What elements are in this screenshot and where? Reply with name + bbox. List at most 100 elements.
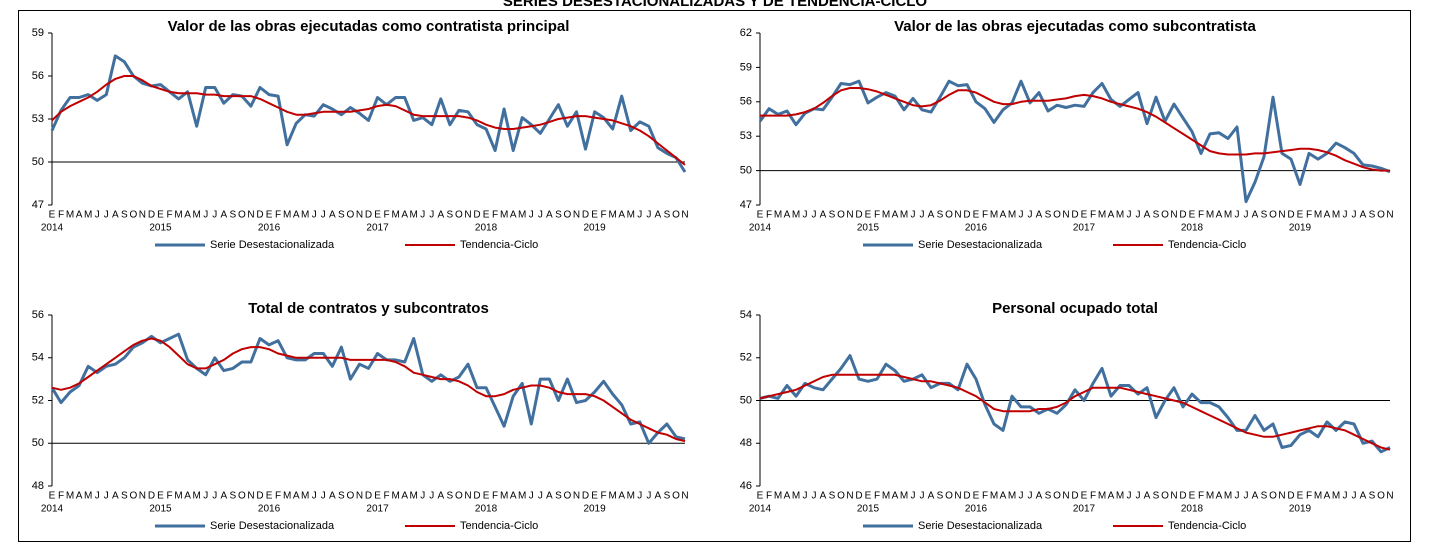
x-tick-label: A <box>1000 491 1007 502</box>
x-tick-label: J <box>104 491 109 502</box>
x-tick-label: O <box>129 210 137 221</box>
x-tick-label: F <box>766 210 772 221</box>
year-label: 2017 <box>1073 504 1096 515</box>
year-label: 2018 <box>475 504 498 515</box>
x-tick-label: D <box>365 491 372 502</box>
x-tick-label: A <box>1000 210 1007 221</box>
x-tick-label: J <box>1352 491 1357 502</box>
x-tick-label: S <box>1261 210 1268 221</box>
x-tick-label: A <box>892 491 899 502</box>
y-tick-label: 56 <box>32 309 44 321</box>
y-tick-label: 47 <box>32 199 44 211</box>
x-tick-label: A <box>784 491 791 502</box>
x-tick-label: J <box>1343 210 1348 221</box>
x-tick-label: J <box>321 210 326 221</box>
x-tick-label: D <box>582 210 589 221</box>
x-tick-label: J <box>637 491 642 502</box>
x-tick-label: O <box>1053 210 1061 221</box>
chart-title: Valor de las obras ejecutadas como contr… <box>168 18 570 35</box>
y-tick-label: 59 <box>740 61 752 73</box>
x-tick-label: A <box>546 210 553 221</box>
x-tick-label: M <box>1332 491 1340 502</box>
x-tick-label: A <box>546 491 553 502</box>
x-tick-label: E <box>757 491 764 502</box>
year-label: 2014 <box>41 223 64 234</box>
x-tick-label: J <box>1019 210 1024 221</box>
x-tick-label: M <box>500 210 508 221</box>
x-tick-label: A <box>1252 210 1259 221</box>
x-tick-label: O <box>672 210 680 221</box>
x-tick-label: N <box>573 491 580 502</box>
x-tick-label: A <box>510 210 517 221</box>
x-tick-label: M <box>410 210 418 221</box>
legend-label: Tendencia-Ciclo <box>1168 520 1246 532</box>
x-tick-label: N <box>247 210 254 221</box>
x-tick-label: N <box>1170 491 1177 502</box>
x-tick-label: S <box>447 491 454 502</box>
year-label: 2016 <box>965 223 988 234</box>
x-tick-label: F <box>275 210 281 221</box>
frame <box>18 10 1411 542</box>
x-tick-label: N <box>356 491 363 502</box>
x-tick-label: E <box>865 491 872 502</box>
series-line <box>51 75 686 166</box>
y-tick-label: 48 <box>32 480 44 492</box>
x-tick-label: N <box>1278 491 1285 502</box>
x-tick-label: A <box>401 210 408 221</box>
x-tick-label: J <box>312 210 317 221</box>
year-label: 2019 <box>583 504 606 515</box>
y-tick-label: 53 <box>740 130 752 142</box>
x-tick-label: J <box>911 491 916 502</box>
x-tick-label: J <box>203 491 208 502</box>
x-tick-label: A <box>820 210 827 221</box>
year-label: 2016 <box>258 223 281 234</box>
x-tick-label: J <box>911 210 916 221</box>
legend-label: Serie Desestacionalizada <box>210 239 335 251</box>
x-tick-label: J <box>420 491 425 502</box>
series-line <box>760 87 1390 172</box>
x-tick-label: E <box>865 210 872 221</box>
x-tick-label: N <box>1386 210 1393 221</box>
legend-label: Tendencia-Ciclo <box>460 520 538 532</box>
x-tick-label: O <box>672 491 680 502</box>
x-tick-label: E <box>1081 210 1088 221</box>
x-tick-label: A <box>1324 491 1331 502</box>
x-tick-label: M <box>900 491 908 502</box>
x-tick-label: O <box>837 491 845 502</box>
x-tick-label: O <box>347 491 355 502</box>
x-tick-label: M <box>1206 210 1214 221</box>
x-tick-label: S <box>338 210 345 221</box>
y-tick-label: 50 <box>32 437 44 449</box>
x-tick-label: M <box>193 491 201 502</box>
x-tick-label: M <box>1314 210 1322 221</box>
x-tick-label: O <box>1377 491 1385 502</box>
x-tick-label: J <box>1019 491 1024 502</box>
x-tick-label: M <box>1116 210 1124 221</box>
year-label: 2017 <box>366 223 389 234</box>
x-tick-label: O <box>945 210 953 221</box>
x-tick-label: M <box>1314 491 1322 502</box>
x-tick-label: J <box>529 210 534 221</box>
x-tick-label: E <box>157 210 164 221</box>
x-tick-label: O <box>564 210 572 221</box>
y-tick-label: 56 <box>32 70 44 82</box>
x-tick-label: A <box>820 491 827 502</box>
x-tick-label: J <box>637 210 642 221</box>
x-tick-label: N <box>464 491 471 502</box>
year-label: 2018 <box>1181 504 1204 515</box>
x-tick-label: F <box>766 491 772 502</box>
x-tick-label: S <box>555 491 562 502</box>
x-tick-label: F <box>1090 491 1096 502</box>
x-tick-label: M <box>627 210 635 221</box>
x-tick-label: S <box>664 491 671 502</box>
x-tick-label: J <box>812 210 817 221</box>
chart-title: Personal ocupado total <box>992 300 1158 317</box>
x-tick-label: M <box>174 491 182 502</box>
x-tick-label: A <box>401 491 408 502</box>
x-tick-label: E <box>483 491 490 502</box>
x-tick-label: O <box>564 491 572 502</box>
x-tick-label: A <box>655 210 662 221</box>
series-line <box>759 354 1391 454</box>
x-tick-label: M <box>1332 210 1340 221</box>
